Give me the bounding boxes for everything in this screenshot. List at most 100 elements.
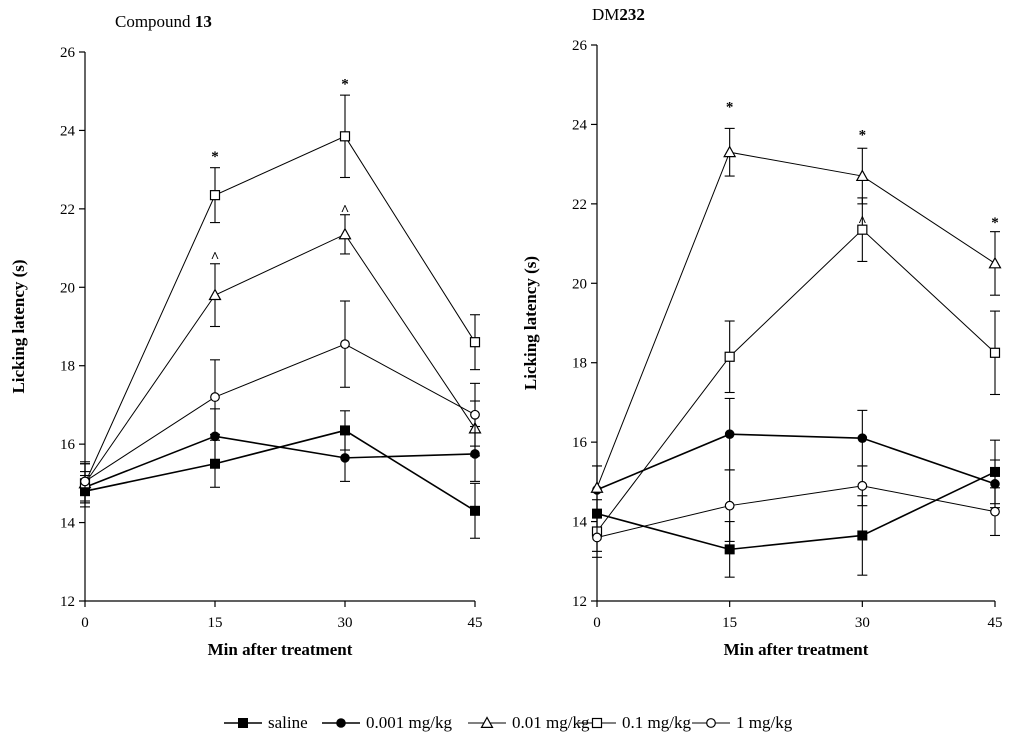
significance-caret: ^ [211, 250, 220, 266]
series-1-mg-kg [80, 301, 480, 501]
series-line [85, 234, 475, 483]
y-tick-label: 18 [60, 359, 75, 375]
series-saline [592, 440, 1000, 577]
y-tick-label: 22 [572, 197, 587, 213]
y-tick-label: 20 [60, 280, 75, 296]
significance-star: * [991, 215, 999, 231]
data-point [990, 258, 1001, 268]
legend-item: 0.1 mg/kg [578, 713, 691, 732]
series-0-001-mg-kg [592, 398, 1000, 513]
data-point [341, 340, 350, 349]
data-point [211, 393, 220, 402]
legend-marker [707, 719, 716, 728]
series-0-001-mg-kg [80, 409, 480, 503]
significance-star: * [859, 127, 867, 143]
y-tick-label: 24 [572, 117, 588, 133]
data-point [211, 191, 220, 200]
significance-caret: ^ [341, 203, 350, 219]
legend-item: 0.001 mg/kg [322, 713, 452, 732]
chart-title-text: Compound [115, 12, 195, 31]
data-point [471, 410, 480, 419]
legend-item: 1 mg/kg [692, 713, 793, 732]
legend-marker [482, 718, 493, 728]
data-point [858, 531, 867, 540]
y-tick-label: 14 [572, 515, 588, 531]
significance-star: * [726, 100, 734, 116]
series-line [597, 230, 995, 532]
series-line [85, 344, 475, 481]
series-0-1-mg-kg [80, 95, 480, 503]
data-point [858, 482, 867, 491]
panel-compound-13: Compound 13 12 14 16 18 20 22 24 26 0 15 30 45 Min af… [9, 12, 483, 659]
data-point [725, 430, 734, 439]
legend-marker [239, 719, 248, 728]
legend-label: 0.1 mg/kg [622, 713, 691, 732]
legend-marker [593, 719, 602, 728]
x-tick-label: 0 [81, 615, 89, 631]
y-axis-label: Licking latency (s) [9, 259, 28, 393]
series-0-01-mg-kg [592, 128, 1001, 509]
y-tick-label: 26 [60, 45, 76, 61]
legend-label: saline [268, 713, 308, 732]
series-line [597, 152, 995, 488]
data-point [858, 434, 867, 443]
data-point [471, 338, 480, 347]
data-point [725, 545, 734, 554]
legend: saline 0.001 mg/kg 0.01 mg/kg 0.1 mg/kg 1 mg… [224, 713, 793, 732]
data-point [593, 533, 602, 542]
series-line [597, 472, 995, 549]
series-0-01-mg-kg [80, 215, 481, 503]
panel-dm232: DM232 12 14 16 18 20 22 24 26 0 15 30 45 Min after tr… [521, 5, 1003, 659]
data-point [340, 229, 351, 239]
significance-star: * [341, 76, 349, 92]
significance-caret: ^ [858, 214, 867, 230]
x-tick-label: 45 [468, 615, 483, 631]
significance-star: * [211, 149, 219, 165]
x-tick-label: 15 [722, 615, 737, 631]
data-point [725, 352, 734, 361]
chart-title-text: DM [592, 5, 619, 24]
data-point [725, 501, 734, 510]
y-tick-label: 26 [572, 38, 588, 54]
chart-title: DM232 [592, 5, 645, 24]
series-line [85, 430, 475, 510]
x-tick-label: 15 [208, 615, 223, 631]
y-tick-label: 24 [60, 123, 76, 139]
y-tick-label: 12 [60, 594, 75, 610]
chart-title-number: 13 [195, 12, 212, 31]
data-point [341, 426, 350, 435]
legend-item: 0.01 mg/kg [468, 713, 590, 732]
data-point [81, 477, 90, 486]
y-tick-label: 14 [60, 516, 76, 532]
legend-label: 1 mg/kg [736, 713, 793, 732]
y-tick-label: 22 [60, 202, 75, 218]
chart-title: Compound 13 [115, 12, 212, 31]
x-axis-label: Min after treatment [724, 640, 869, 659]
legend-item: saline [224, 713, 308, 732]
series-1-mg-kg [592, 466, 1000, 557]
x-axis-label: Min after treatment [208, 640, 353, 659]
data-point [471, 506, 480, 515]
y-tick-label: 18 [572, 356, 587, 372]
chart-title-number: 232 [619, 5, 645, 24]
series-line [85, 136, 475, 483]
x-tick-label: 45 [988, 615, 1003, 631]
x-tick-label: 30 [855, 615, 870, 631]
y-tick-label: 16 [60, 437, 76, 453]
series-saline [80, 411, 480, 538]
legend-label: 0.001 mg/kg [366, 713, 452, 732]
data-point [991, 348, 1000, 357]
data-point [341, 132, 350, 141]
data-point [341, 454, 350, 463]
x-tick-label: 30 [338, 615, 353, 631]
x-tick-label: 0 [593, 615, 601, 631]
series-line [597, 434, 995, 490]
y-tick-label: 20 [572, 276, 587, 292]
data-point [210, 290, 221, 300]
y-tick-label: 16 [572, 435, 588, 451]
data-point [991, 507, 1000, 516]
legend-marker [337, 719, 346, 728]
data-point [724, 147, 735, 157]
y-tick-label: 12 [572, 594, 587, 610]
